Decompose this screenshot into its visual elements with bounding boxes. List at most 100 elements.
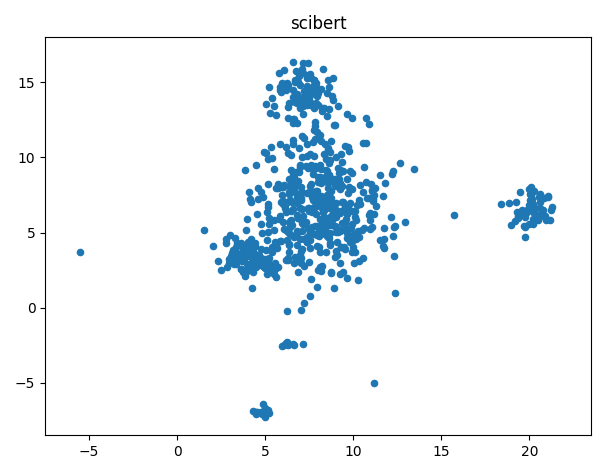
Title: scibert: scibert [290, 15, 347, 33]
Point [298, 153, 307, 161]
Point [284, 257, 293, 264]
Point [295, 72, 304, 80]
Point [279, 85, 289, 93]
Point [329, 284, 339, 292]
Point [306, 100, 316, 107]
Point [324, 192, 333, 200]
Point [534, 191, 544, 198]
Point [269, 226, 279, 233]
Point [541, 212, 550, 219]
Point [287, 179, 297, 187]
Point [333, 164, 342, 172]
Point [316, 180, 326, 187]
Point [279, 226, 289, 233]
Point [251, 258, 261, 266]
Point [283, 82, 293, 89]
Point [331, 213, 341, 221]
Point [316, 137, 325, 145]
Point [246, 253, 256, 261]
Point [264, 214, 273, 222]
Point [285, 197, 295, 204]
Point [367, 223, 377, 230]
Point [534, 213, 544, 220]
Point [257, 229, 267, 237]
Point [339, 243, 349, 250]
Point [299, 92, 309, 100]
Point [241, 166, 250, 174]
Point [241, 226, 251, 234]
Point [388, 233, 398, 240]
Point [344, 202, 353, 210]
Point [311, 80, 321, 87]
Point [245, 261, 255, 269]
Point [298, 220, 307, 228]
Point [290, 180, 299, 187]
Point [275, 215, 284, 223]
Point [534, 194, 544, 201]
Point [348, 243, 358, 251]
Point [335, 259, 345, 267]
Point [271, 240, 281, 248]
Point [246, 198, 256, 206]
Point [239, 251, 248, 258]
Point [290, 79, 300, 86]
Point [353, 276, 363, 284]
Point [256, 220, 266, 228]
Point [380, 179, 390, 187]
Point [338, 268, 348, 276]
Point [261, 149, 271, 156]
Point [305, 188, 315, 196]
Point [320, 220, 330, 228]
Point [305, 228, 315, 236]
Point [331, 228, 341, 236]
Point [338, 199, 348, 206]
Point [335, 209, 345, 217]
Point [340, 245, 350, 253]
Point [365, 226, 375, 233]
Point [364, 120, 374, 128]
Point [244, 189, 254, 196]
Point [371, 202, 381, 210]
Point [388, 168, 398, 175]
Point [305, 182, 315, 190]
Point [302, 204, 312, 212]
Point [256, 261, 266, 268]
Point [316, 222, 325, 229]
Point [272, 244, 282, 252]
Point [296, 164, 305, 171]
Point [368, 197, 378, 204]
Point [299, 262, 309, 270]
Point [347, 234, 357, 241]
Point [348, 185, 358, 193]
Point [340, 202, 350, 210]
Point [288, 140, 298, 148]
Point [324, 178, 334, 185]
Point [343, 190, 353, 197]
Point [247, 284, 257, 292]
Point [322, 178, 331, 185]
Point [302, 87, 312, 94]
Point [308, 197, 318, 204]
Point [276, 199, 285, 206]
Point [309, 127, 319, 134]
Point [271, 184, 281, 191]
Point [314, 226, 324, 233]
Point [289, 183, 299, 191]
Point [519, 222, 528, 229]
Point [313, 192, 323, 200]
Point [281, 200, 290, 207]
Point [311, 187, 321, 195]
Point [390, 222, 400, 229]
Point [358, 188, 368, 195]
Point [358, 255, 367, 262]
Point [263, 155, 273, 163]
Point [375, 172, 385, 179]
Point [323, 144, 333, 151]
Point [306, 275, 316, 283]
Point [328, 97, 338, 104]
Point [298, 110, 308, 118]
Point [312, 187, 322, 195]
Point [281, 143, 291, 151]
Point [547, 206, 556, 213]
Point [297, 205, 307, 212]
